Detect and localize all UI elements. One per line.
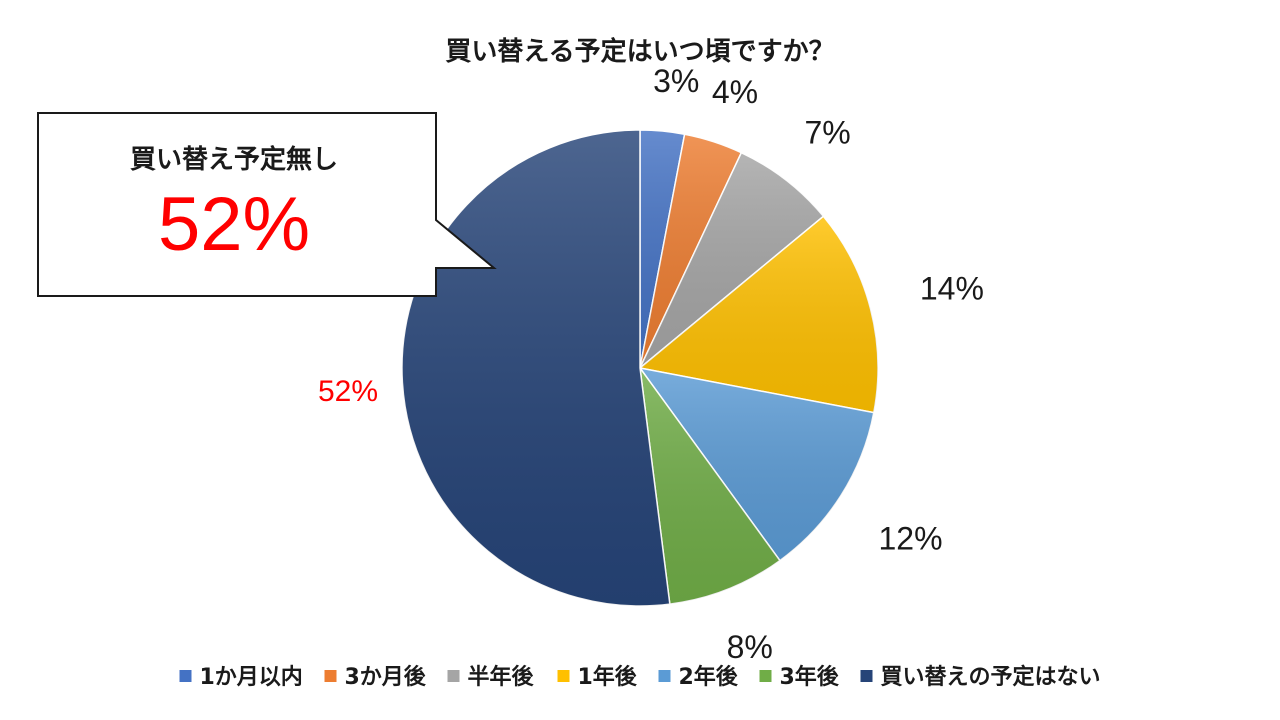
legend-swatch-4: [557, 670, 570, 682]
legend-label-1: 1か月以内: [200, 665, 303, 690]
legend-swatch-7: [860, 670, 873, 682]
percent-labels: 3% 4% 7% 14% 12% 8% 52%: [318, 63, 984, 665]
percent-label-1: 3%: [653, 63, 699, 99]
legend-label-7: 買い替えの予定はない: [881, 664, 1101, 690]
legend-swatch-6: [759, 670, 772, 682]
slice-3-shading: [640, 152, 824, 368]
legend-label-4: 1年後: [578, 664, 638, 690]
slice-2-shading: [640, 134, 742, 368]
legend-swatch-1: [179, 670, 192, 682]
slice-6-shading: [640, 368, 780, 605]
percent-label-4: 14%: [920, 270, 984, 306]
percent-label-3: 7%: [804, 115, 850, 151]
callout-value: 52%: [158, 182, 310, 267]
percent-label-6: 8%: [727, 629, 773, 665]
slice-5-shading: [640, 368, 874, 561]
chart-title: 買い替える予定はいつ頃ですか？: [445, 36, 834, 67]
legend-swatch-5: [658, 670, 671, 682]
slice-4-shading: [640, 216, 878, 413]
callout-caption: 買い替え予定無し: [130, 144, 338, 175]
percent-label-7: 52%: [318, 375, 378, 408]
legend-label-2: 3か月後: [345, 664, 427, 690]
legend-label-5: 2年後: [679, 664, 739, 690]
callout-box: 買い替え予定無し 52%: [37, 112, 497, 297]
pie-slices: [401, 129, 879, 607]
percent-label-5: 12%: [878, 520, 942, 556]
slice-7-shading: [401, 130, 670, 606]
legend-swatch-2: [324, 670, 337, 682]
callout-shape: [37, 112, 497, 297]
legend-swatch-3: [447, 670, 460, 682]
percent-label-2: 4%: [712, 74, 758, 110]
legend-label-6: 3年後: [780, 664, 840, 690]
legend-label-3: 半年後: [468, 664, 535, 690]
legend: 1か月以内 3か月後 半年後 1年後 2年後 3年後 買い替えの予定はない: [179, 664, 1101, 690]
